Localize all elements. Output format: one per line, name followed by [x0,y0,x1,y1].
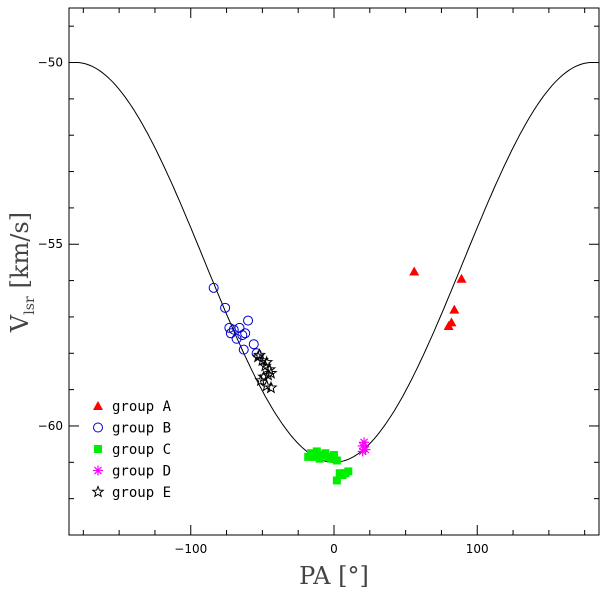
y-axis-label-units: [km/s] [6,212,34,288]
asterisk-stroke [360,438,369,447]
asterisk-stroke [94,466,102,475]
group-c-point [344,467,353,476]
legend-label-group-c: group C [112,442,171,458]
group-b-point [243,315,254,326]
svg-text:Vlsr[km/s]: Vlsr [km/s] [6,212,38,333]
group-c-point [332,476,341,485]
group-a-point [443,321,454,331]
ticks [69,8,599,535]
group-b-point [240,328,251,339]
x-tick-label: 0 [330,542,338,556]
group-d-point [359,437,370,448]
group-e-point [264,380,278,394]
group-e-point [254,373,268,387]
group-b-point [208,282,219,293]
legend-label-group-d: group D [112,464,171,480]
y-axis-label-main: V [6,314,34,333]
legend-label-group-e: group E [112,485,171,501]
group-d-point [360,444,371,455]
legend-marker-group-a [93,401,103,410]
group-e-point [260,355,274,368]
y-tick-label: −55 [38,237,63,251]
group-e-point [252,348,267,361]
legend-marker-group-b [93,422,103,433]
legend-label-group-a: group A [112,399,172,415]
legend-label-group-b: group B [112,421,171,437]
group-b-point [231,333,242,344]
data-points [208,266,467,485]
group-b-point [248,339,259,350]
group-b-point [228,324,239,335]
group-a-point [449,304,460,314]
legend-marker-group-e [91,485,105,498]
y-axis-label-sub: lsr [22,296,38,315]
x-tick-label: 100 [466,542,489,556]
x-axis-label: PA [°] [299,562,369,590]
x-tick-label: −100 [174,542,207,556]
group-c-point [312,447,321,456]
group-c-point [330,451,338,460]
group-a-point [456,273,467,283]
legend: group A group B group C group D group E [91,399,172,501]
tick-labels: −100 0 100 −50 −55 −60 [38,56,489,556]
group-c-point [332,456,341,465]
group-c-point [304,452,313,461]
asterisk-stroke [358,447,367,456]
group-b-point [234,322,245,333]
legend-marker-group-c [94,445,102,453]
group-b-point [238,344,249,355]
group-c-point [309,452,318,461]
group-b-point [224,322,235,333]
y-axis-label: Vlsr [km/s] [6,212,38,333]
group-b-point [237,330,248,341]
group-a-point [409,266,420,276]
group-e-point [251,349,265,363]
group-b-point [220,302,231,313]
legend-marker-group-d [93,465,103,476]
y-tick-label: −50 [38,56,63,70]
y-tick-label: −60 [38,419,63,433]
group-b-point [225,328,236,339]
group-d-point [357,446,368,457]
